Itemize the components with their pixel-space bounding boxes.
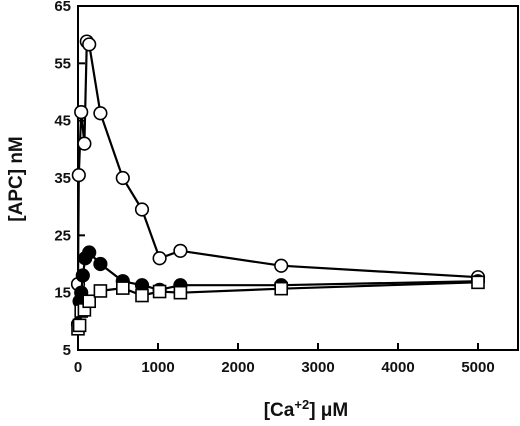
data-point [93, 284, 108, 298]
data-point [75, 268, 90, 283]
data-point [93, 106, 108, 121]
x-axis-title-unit: μM [316, 400, 349, 421]
data-point [77, 136, 92, 151]
x-tick-label: 2000 [221, 359, 254, 376]
y-tick-label: 15 [54, 285, 71, 302]
data-point [82, 37, 97, 52]
y-axis-title: [APC] nM [6, 136, 27, 221]
x-axis-ticks: 0 1000 2000 3000 4000 5000 [74, 343, 495, 376]
y-tick-label: 25 [54, 227, 71, 244]
data-point [274, 281, 289, 296]
data-point [134, 202, 150, 217]
x-axis-title: [Ca+2] μM [264, 397, 349, 421]
data-point [152, 251, 167, 266]
data-point [116, 281, 130, 295]
data-point [74, 104, 89, 120]
y-tick-label: 65 [54, 0, 71, 15]
x-tick-label: 1000 [141, 359, 174, 376]
data-point [135, 288, 149, 303]
data-point [173, 243, 188, 258]
data-point [72, 318, 87, 333]
x-axis-title-base: [Ca [264, 400, 295, 421]
data-point [82, 245, 97, 260]
x-tick-label: 0 [74, 359, 82, 376]
x-axis-title-sup: +2 [294, 397, 309, 412]
series-layer [70, 34, 486, 336]
data-point [115, 170, 130, 186]
series-line [76, 40, 479, 285]
x-tick-label: 4000 [381, 359, 414, 376]
x-axis-title-close: ] [309, 400, 315, 421]
y-tick-label: 35 [54, 170, 71, 187]
data-point [93, 256, 108, 272]
x-tick-label: 3000 [301, 359, 334, 376]
data-point [82, 294, 96, 309]
data-point [152, 284, 167, 299]
data-point [274, 258, 289, 273]
y-tick-label: 45 [54, 113, 71, 130]
data-point [173, 285, 188, 300]
x-tick-label: 5000 [461, 359, 494, 376]
data-point [471, 275, 485, 290]
series-open-square [71, 275, 485, 336]
series-open-circle [70, 34, 486, 292]
y-tick-label: 5 [63, 342, 71, 359]
data-point [71, 168, 86, 183]
y-tick-label: 55 [54, 55, 71, 72]
